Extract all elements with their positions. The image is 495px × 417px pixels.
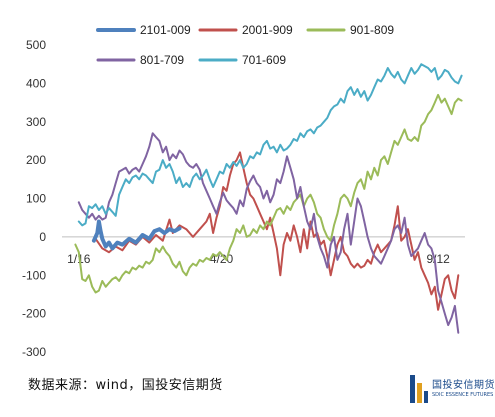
legend-label: 801-709: [140, 53, 184, 67]
y-tick-label: 500: [26, 38, 46, 52]
company-logo: 国投安信期货 SDIC ESSENCE FUTURES: [410, 370, 495, 410]
y-tick-label: 0: [39, 230, 46, 244]
y-tick-label: -200: [22, 307, 46, 321]
series-layer: [74, 63, 463, 334]
source-note: 数据来源：wind，国投安信期货: [28, 378, 223, 393]
legend: 2101-009 2001-909 901-809 801-709 701-609: [96, 23, 394, 67]
logo-name-en: SDIC ESSENCE FUTURES: [432, 392, 494, 398]
legend-label: 2001-909: [242, 23, 293, 37]
series-line-2001-909: [94, 151, 460, 311]
legend-label: 2101-009: [140, 23, 191, 37]
y-tick-label: 300: [26, 115, 46, 129]
legend-label: 901-809: [350, 23, 394, 37]
y-tick-label: 200: [26, 153, 46, 167]
x-tick-label: 9/12: [426, 252, 450, 266]
y-axis: -300 -200 -100 0 100 200 300 400 500: [22, 38, 46, 359]
series-line-2101-009: [91, 219, 182, 251]
series-line-801-709: [77, 132, 460, 334]
x-axis: 1/16 4/20 9/12: [62, 236, 465, 266]
legend-label: 701-609: [242, 53, 286, 67]
chart: -300 -200 -100 0 100 200 300 400 500 1/16 4/20 9/1…: [22, 23, 465, 359]
series-line-901-809: [74, 93, 463, 294]
logo-name-cn: 国投安信期货: [432, 380, 495, 391]
y-tick-label: -100: [22, 268, 46, 282]
logo-mark-icon: [410, 375, 428, 403]
series-line-701-609: [77, 63, 463, 227]
y-tick-label: 100: [26, 192, 46, 206]
y-tick-label: -300: [22, 345, 46, 359]
y-tick-label: 400: [26, 76, 46, 90]
